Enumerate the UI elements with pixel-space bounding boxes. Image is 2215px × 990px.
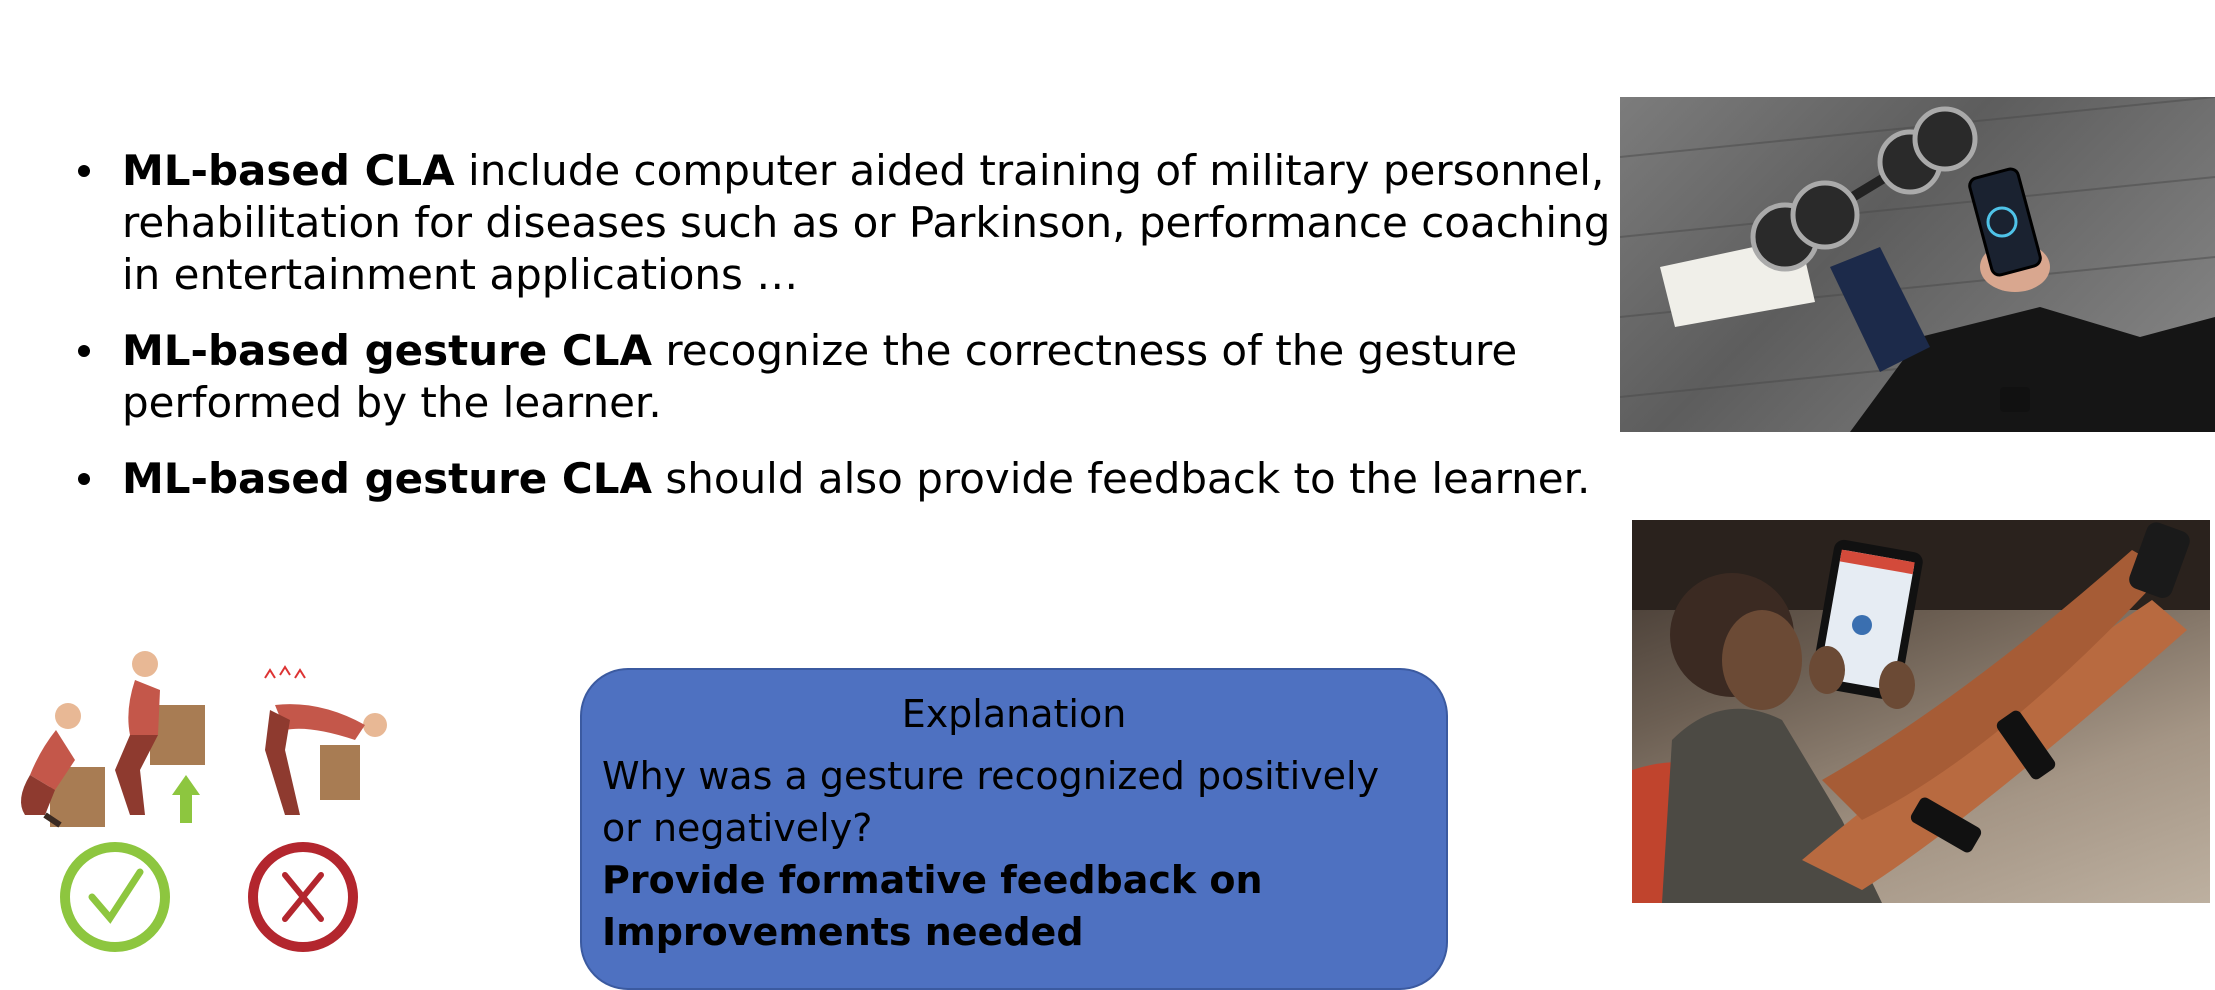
explanation-feedback-line-1: Provide formative feedback on — [602, 858, 1263, 902]
tablet-training-photo — [1632, 520, 2210, 903]
bullet-bold: ML-based gesture CLA — [122, 454, 653, 503]
bullet-item: ML-based gesture CLA should also provide… — [72, 453, 1632, 505]
lifting-posture-drawing — [21, 651, 387, 952]
bullet-dot-icon — [78, 165, 90, 177]
bullet-text: should also provide feedback to the lear… — [652, 454, 1591, 503]
check-mark-icon — [60, 842, 170, 952]
bullet-text: include computer aided training of milit… — [122, 146, 1611, 299]
explanation-title: Explanation — [901, 692, 1127, 736]
fitness-app-photo — [1620, 97, 2215, 432]
bullet-dot-icon — [78, 345, 90, 357]
tablet-training-photo-drawing — [1632, 520, 2210, 903]
explanation-box: Explanation Why was a gesture recognized… — [580, 668, 1448, 990]
bullet-bold: ML-based gesture CLA — [122, 326, 653, 375]
bullet-bold: ML-based CLA — [122, 146, 455, 195]
cross-mark-icon — [248, 842, 358, 952]
bullet-item: ML-based gesture CLA recognize the corre… — [72, 325, 1632, 429]
bullet-item: ML-based CLA include computer aided trai… — [72, 145, 1632, 301]
lifting-posture-illustration — [0, 640, 400, 960]
explanation-feedback-line-2: Improvements needed — [602, 910, 1084, 954]
fitness-app-photo-drawing — [1620, 97, 2215, 432]
bullet-list: ML-based CLA include computer aided trai… — [72, 145, 1632, 529]
explanation-question: Why was a gesture recognized positively … — [602, 754, 1380, 850]
bullet-dot-icon — [78, 473, 90, 485]
bullet-text: recognize the correctness of the gesture… — [122, 326, 1518, 427]
